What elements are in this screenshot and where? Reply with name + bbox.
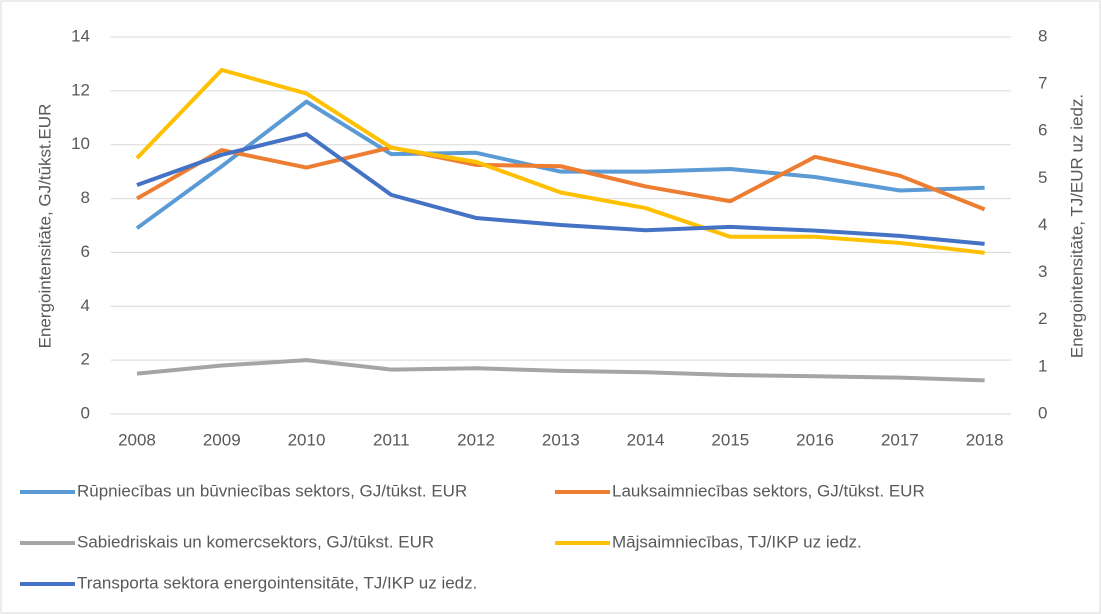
- y-tick-label: 6: [81, 242, 90, 261]
- y-tick-label: 2: [81, 350, 90, 369]
- line-series: [136, 358, 985, 383]
- x-tick-label: 2011: [373, 430, 410, 449]
- y-tick-label: 0: [81, 403, 90, 422]
- line-series: [135, 145, 986, 212]
- x-tick-label: 2013: [542, 430, 580, 449]
- line-series: [135, 99, 985, 230]
- x-tick-label: 2008: [118, 430, 156, 449]
- y-tick-label: 4: [81, 296, 90, 315]
- x-tick-label: 2012: [457, 430, 495, 449]
- y2-tick-label: 6: [1038, 121, 1047, 140]
- y2-tick-label: 1: [1038, 356, 1047, 375]
- y2-tick-label: 5: [1038, 168, 1047, 187]
- y-tick-label: 12: [71, 80, 90, 99]
- x-tick-label: 2018: [966, 430, 1004, 449]
- y-tick-label: 10: [71, 134, 90, 153]
- y2-tick-label: 2: [1038, 309, 1047, 328]
- y2-axis-label: Energointensitāte, TJ/EUR uz iedz.: [1067, 94, 1086, 358]
- x-tick-label: 2010: [288, 430, 326, 449]
- line-series: [135, 67, 985, 255]
- x-tick-label: 2016: [796, 430, 834, 449]
- y2-tick-label: 0: [1038, 403, 1047, 422]
- x-tick-label: 2017: [881, 430, 919, 449]
- y2-tick-label: 8: [1038, 26, 1047, 45]
- y2-tick-label: 4: [1038, 215, 1047, 234]
- line-series: [136, 132, 985, 246]
- y-tick-label: 8: [81, 188, 90, 207]
- legend-label: Lauksaimniecības sektors, GJ/tūkst. EUR: [612, 481, 925, 500]
- x-tick-label: 2009: [203, 430, 241, 449]
- x-tick-label: 2015: [711, 430, 749, 449]
- legend-label: Transporta sektora energointensitāte, TJ…: [77, 573, 477, 592]
- y-tick-label: 14: [71, 26, 90, 45]
- legend-label: Rūpniecības un būvniecības sektors, GJ/t…: [77, 481, 467, 500]
- x-tick-label: 2014: [627, 430, 665, 449]
- legend-label: Mājsaimniecības, TJ/IKP uz iedz.: [612, 532, 862, 551]
- y2-tick-label: 7: [1038, 74, 1047, 93]
- legend-label: Sabiedriskais un komercsektors, GJ/tūkst…: [77, 532, 434, 551]
- y2-tick-label: 3: [1038, 262, 1047, 281]
- y-axis-label: Energointensitāte, GJ/tūkst.EUR: [35, 104, 54, 349]
